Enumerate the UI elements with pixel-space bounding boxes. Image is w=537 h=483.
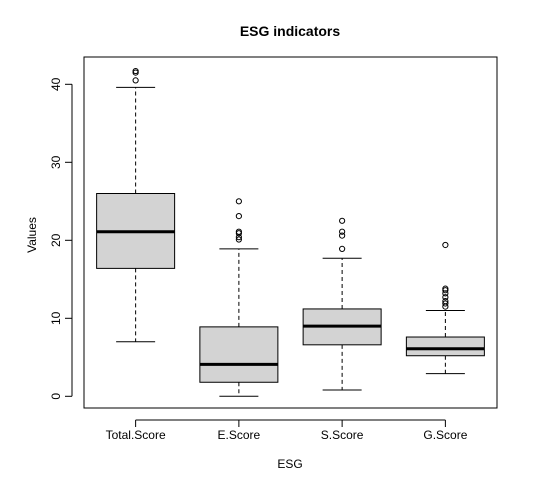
x-tick-label: G.Score bbox=[423, 428, 467, 442]
outlier-point bbox=[339, 245, 346, 252]
outlier-point bbox=[442, 298, 449, 305]
box-rect bbox=[199, 326, 279, 383]
x-tick-label: Total.Score bbox=[106, 428, 166, 442]
x-tick-label: S.Score bbox=[321, 428, 364, 442]
y-axis: 0 10 20 30 40 bbox=[49, 77, 73, 400]
y-tick-label: 30 bbox=[49, 155, 63, 169]
boxplot-series bbox=[96, 67, 485, 397]
y-tick-label: 40 bbox=[49, 77, 63, 91]
y-axis-label: Values bbox=[25, 217, 39, 253]
x-axis: Total.Score E.Score S.Score G.Score bbox=[106, 419, 468, 442]
x-tick-label: E.Score bbox=[218, 428, 261, 442]
chart-title: ESG indicators bbox=[240, 23, 341, 39]
box-g-score bbox=[405, 241, 485, 375]
box-total-score bbox=[96, 67, 176, 343]
box-s-score bbox=[302, 217, 382, 391]
outlier-point bbox=[235, 213, 242, 220]
outlier-point bbox=[132, 77, 139, 84]
outlier-point bbox=[339, 228, 346, 235]
outlier-point bbox=[339, 217, 346, 224]
y-tick-label: 20 bbox=[49, 233, 63, 247]
outlier-point bbox=[235, 198, 242, 205]
box-e-score bbox=[199, 198, 279, 397]
y-tick-label: 0 bbox=[49, 393, 63, 400]
box-rect bbox=[405, 336, 485, 357]
outlier-point bbox=[442, 241, 449, 249]
plot-frame bbox=[83, 56, 498, 409]
outlier-point bbox=[132, 67, 139, 75]
outlier-point bbox=[235, 236, 242, 243]
x-axis-label: ESG bbox=[277, 457, 302, 471]
outlier-point bbox=[442, 290, 449, 297]
y-tick-label: 10 bbox=[49, 311, 63, 325]
outlier-point bbox=[235, 228, 242, 235]
outlier-point bbox=[442, 294, 449, 301]
outlier-point bbox=[442, 285, 449, 292]
outlier-point bbox=[442, 300, 449, 307]
outlier-point bbox=[339, 232, 346, 239]
